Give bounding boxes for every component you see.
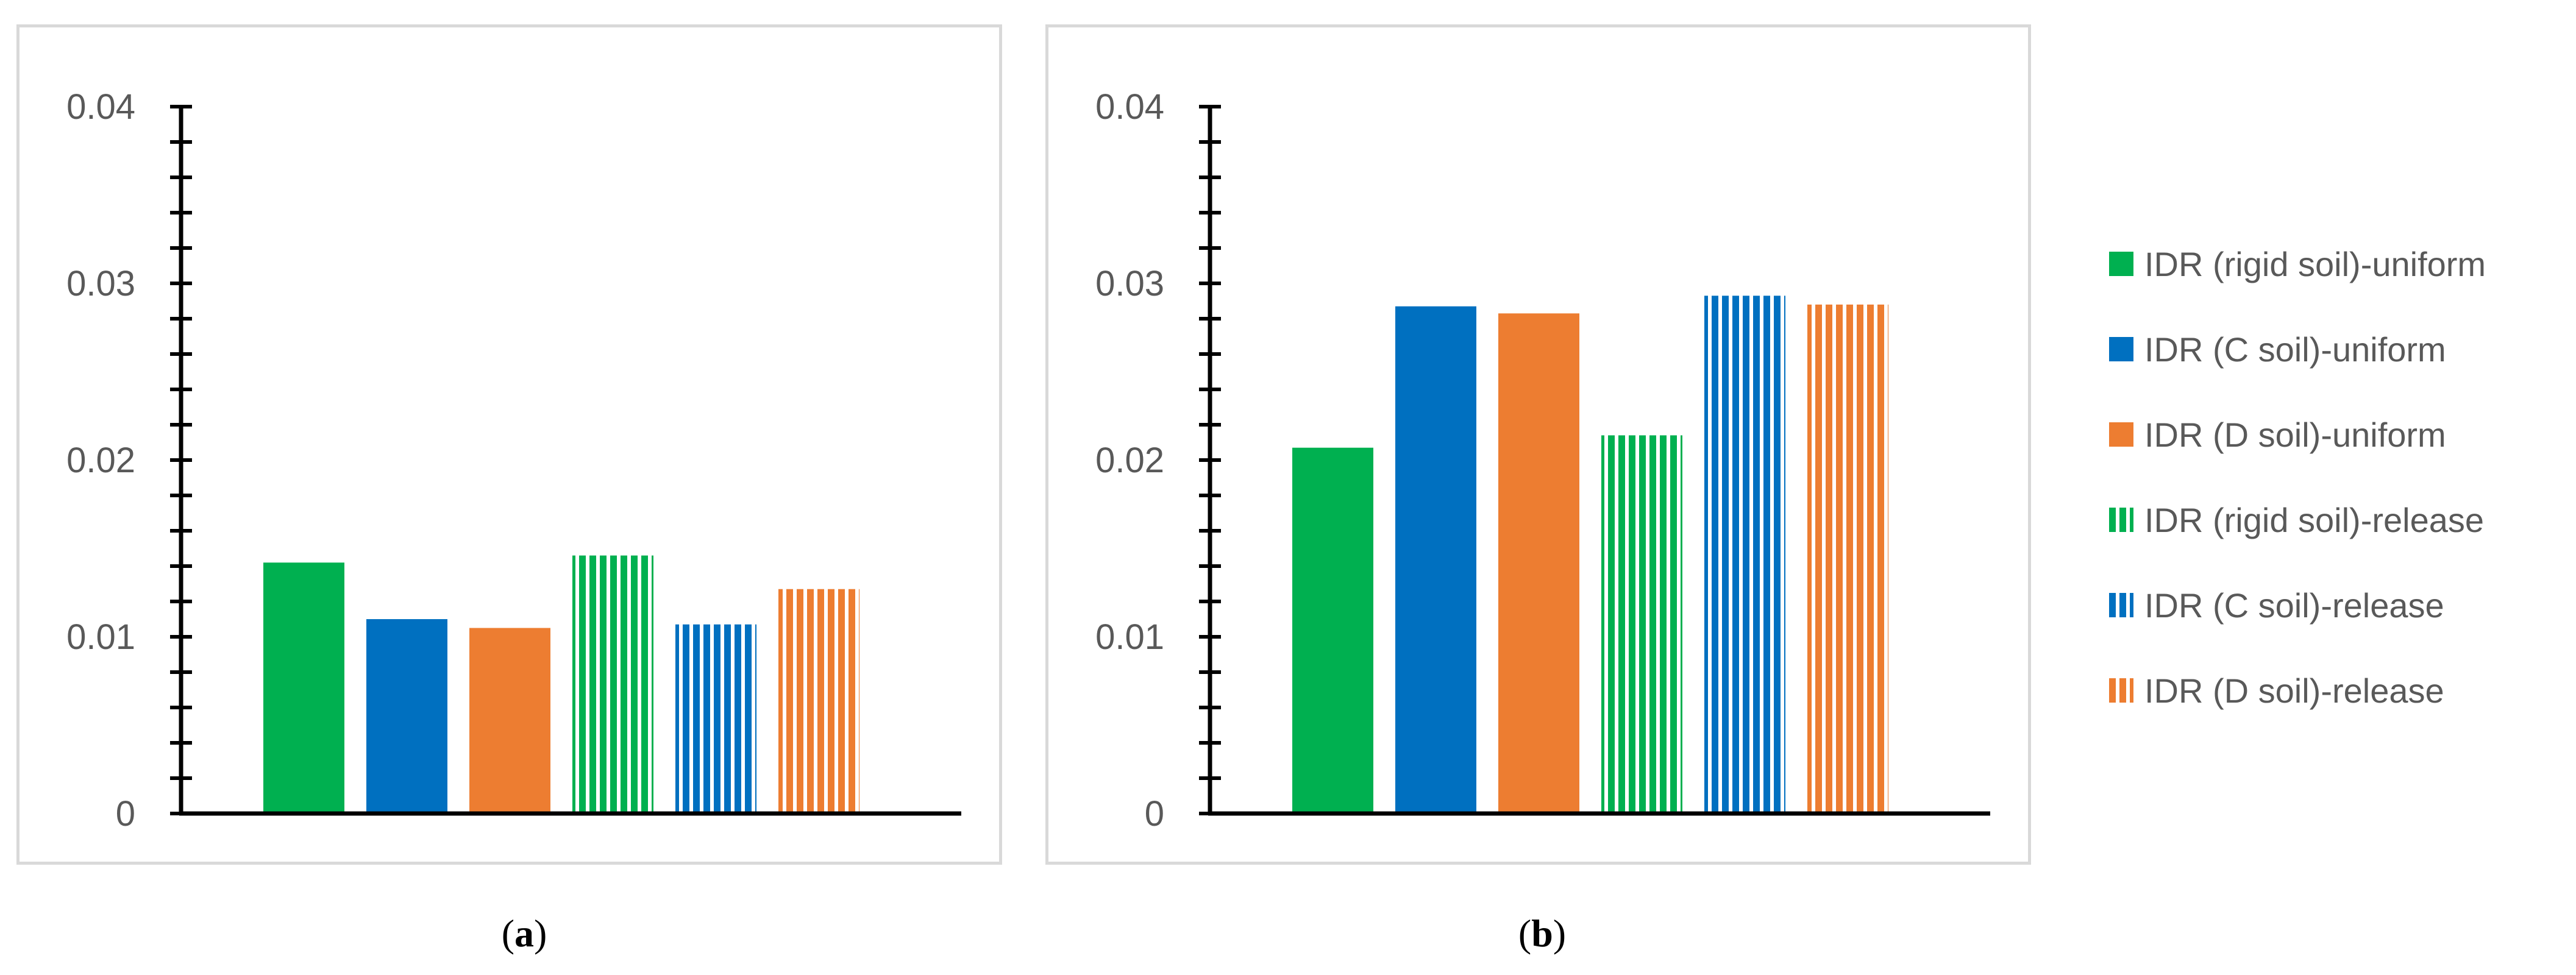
caption-b-close: ) xyxy=(1553,912,1567,955)
chart-b-svg: 0 0.01 0.02 0.03 0.04 xyxy=(1095,87,1990,834)
bar-6 xyxy=(778,589,859,814)
y-tick-label: 0.04 xyxy=(66,87,135,127)
y-tick-label: 0 xyxy=(1145,794,1164,834)
legend-label: IDR (C soil)-uniform xyxy=(2144,330,2446,369)
bar-2 xyxy=(366,619,447,814)
y-tick-label: 0.02 xyxy=(66,441,135,480)
caption-a: (a) xyxy=(463,911,585,956)
chart-panel-a: 0 0.01 0.02 0.03 0.04 xyxy=(16,24,1002,865)
legend-item: IDR (rigid soil)-uniform xyxy=(2109,241,2576,289)
y-tick-label: 0.03 xyxy=(1095,264,1164,303)
legend-swatch xyxy=(2109,422,2133,447)
legend-label: IDR (D soil)-uniform xyxy=(2144,416,2446,454)
bar-4 xyxy=(572,555,653,814)
legend-item: IDR (C soil)-release xyxy=(2109,582,2576,631)
bar-5 xyxy=(1704,296,1785,814)
y-tick-label: 0.01 xyxy=(1095,617,1164,657)
legend-item: IDR (D soil)-release xyxy=(2109,667,2576,716)
bar-6 xyxy=(1807,304,1888,814)
legend-label: IDR (C soil)-release xyxy=(2144,586,2444,625)
chart-panel-b: 0 0.01 0.02 0.03 0.04 xyxy=(1045,24,2031,865)
legend-label: IDR (D soil)-release xyxy=(2144,672,2444,710)
legend-swatch xyxy=(2109,337,2133,361)
legend-item: IDR (rigid soil)-release xyxy=(2109,497,2576,545)
caption-a-letter: a xyxy=(514,912,534,955)
y-tick-label: 0 xyxy=(116,794,135,834)
legend-item: IDR (D soil)-uniform xyxy=(2109,411,2576,460)
y-tick-label: 0.01 xyxy=(66,617,135,657)
legend-swatch xyxy=(2109,593,2133,617)
legend-item: IDR (C soil)-uniform xyxy=(2109,326,2576,375)
legend-swatch xyxy=(2109,508,2133,532)
bar-3 xyxy=(1498,313,1579,814)
caption-b: (b) xyxy=(1481,911,1603,956)
bar-3 xyxy=(469,628,550,814)
y-tick-label: 0.03 xyxy=(66,264,135,303)
legend-label: IDR (rigid soil)-release xyxy=(2144,501,2485,539)
caption-a-close: ) xyxy=(534,912,547,955)
caption-b-open: ( xyxy=(1518,912,1532,955)
chart-a-svg: 0 0.01 0.02 0.03 0.04 xyxy=(66,87,961,834)
bar-1 xyxy=(263,562,344,814)
caption-a-open: ( xyxy=(501,912,514,955)
legend-swatch xyxy=(2109,678,2133,703)
y-tick-label: 0.04 xyxy=(1095,87,1164,127)
legend-swatch xyxy=(2109,252,2133,276)
bar-5 xyxy=(675,624,756,814)
bar-4 xyxy=(1601,435,1682,814)
bar-2 xyxy=(1395,306,1476,814)
y-tick-label: 0.02 xyxy=(1095,441,1164,480)
bar-1 xyxy=(1292,447,1373,814)
caption-b-letter: b xyxy=(1531,912,1553,955)
legend-label: IDR (rigid soil)-uniform xyxy=(2144,245,2486,283)
